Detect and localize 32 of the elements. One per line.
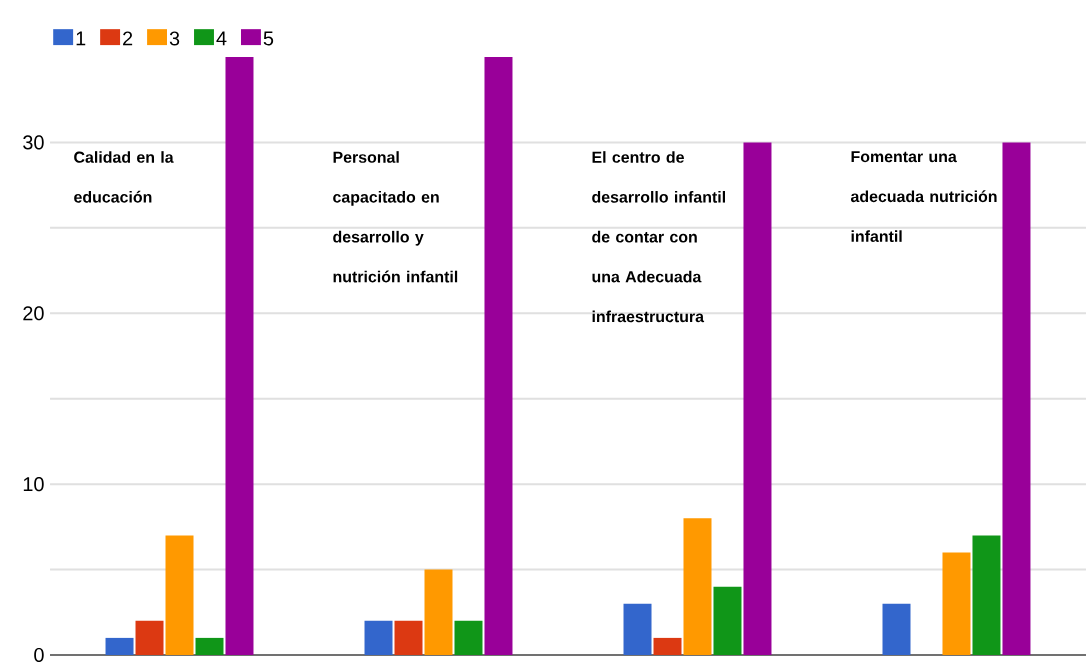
legend-label: 3	[169, 31, 180, 46]
category-label: Fomentar una adecuada nutrición infantil	[850, 151, 997, 242]
bar	[454, 620, 483, 655]
y-tick-label: 0	[34, 647, 44, 663]
bar	[1002, 142, 1031, 655]
bar	[195, 637, 224, 655]
bar	[484, 56, 513, 655]
bar	[225, 56, 254, 655]
bar	[165, 535, 194, 655]
bar	[683, 518, 712, 655]
legend-label: 2	[123, 31, 133, 46]
legend-label: 4	[216, 31, 227, 46]
bar	[364, 620, 393, 655]
y-tick-label: 20	[23, 306, 44, 321]
bar	[394, 620, 423, 655]
bar	[942, 552, 971, 655]
bar	[653, 637, 682, 655]
bar	[972, 535, 1001, 655]
bar	[105, 637, 134, 655]
bar	[713, 586, 742, 655]
category-label: El centro de desarrollo infantil de contar con una Adecuada infraestructura	[592, 151, 725, 323]
y-tick-label: 10	[23, 477, 44, 492]
y-tick-label: 30	[23, 135, 44, 150]
legend-label: 5	[263, 31, 274, 46]
bar	[743, 142, 772, 655]
bar	[424, 569, 453, 655]
bar	[882, 603, 911, 655]
legend-label: 1	[76, 31, 86, 46]
category-label: Personal capacitado en desarrollo y nutrición infantil	[333, 151, 458, 283]
category-label: Calidad en la educación	[74, 151, 174, 203]
bar	[623, 603, 652, 655]
bar	[135, 620, 164, 655]
